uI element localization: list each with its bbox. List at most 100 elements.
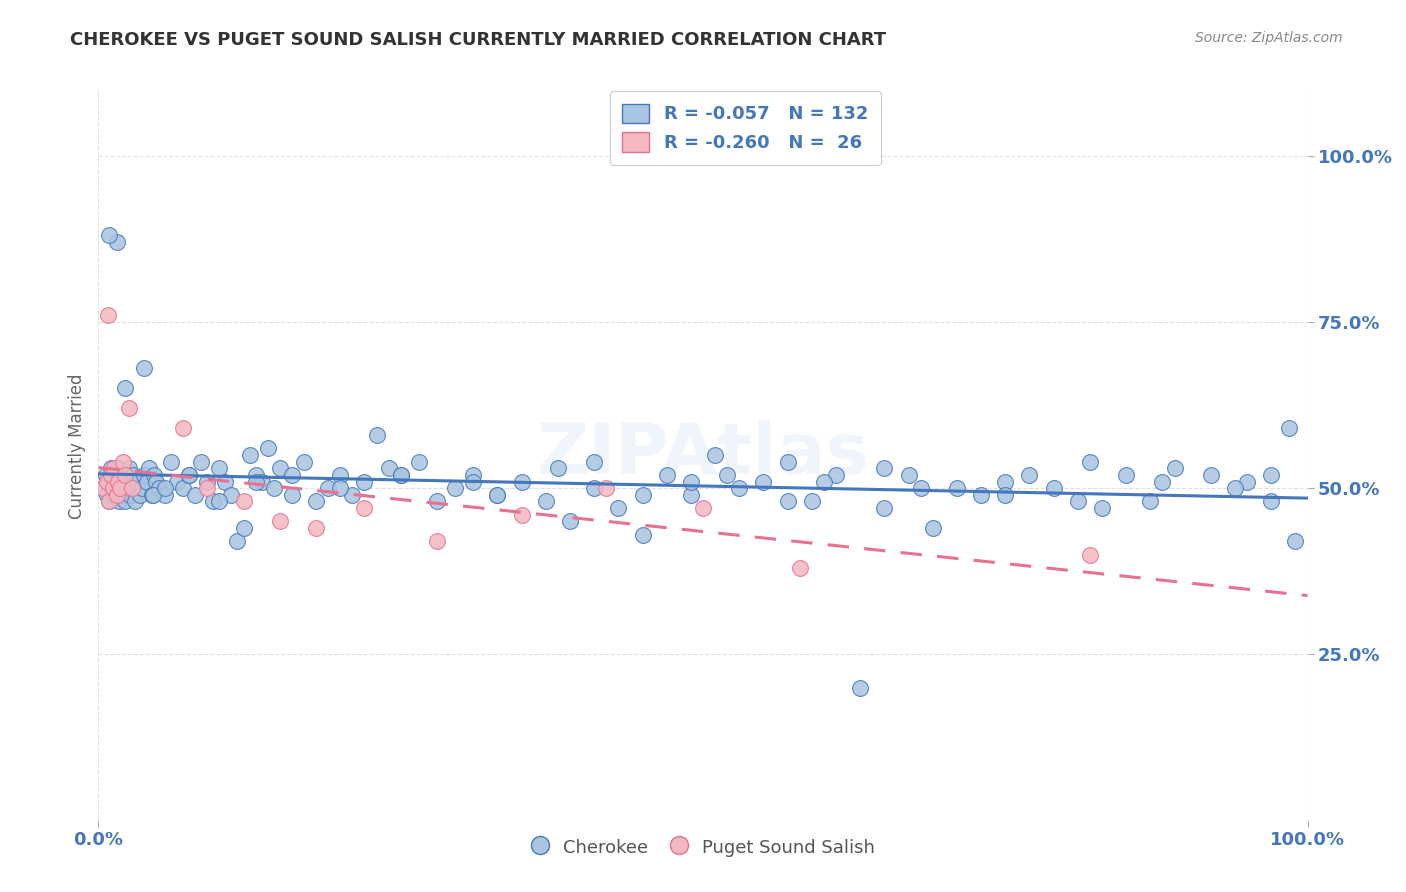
Point bbox=[329, 467, 352, 482]
Point bbox=[120, 475, 142, 489]
Point bbox=[1115, 467, 1137, 482]
Point bbox=[104, 467, 127, 482]
Point bbox=[486, 488, 509, 502]
Point bbox=[91, 481, 114, 495]
Point bbox=[256, 442, 278, 456]
Point bbox=[825, 467, 848, 482]
Point bbox=[105, 481, 128, 495]
Point bbox=[305, 494, 328, 508]
Point bbox=[202, 494, 225, 508]
Point bbox=[91, 481, 114, 495]
Point bbox=[946, 481, 969, 495]
Point bbox=[329, 481, 352, 495]
Point bbox=[128, 488, 150, 502]
Point bbox=[1260, 494, 1282, 508]
Point bbox=[353, 501, 375, 516]
Point bbox=[970, 488, 993, 502]
Point bbox=[1260, 467, 1282, 482]
Point bbox=[142, 488, 165, 502]
Point bbox=[728, 481, 751, 495]
Point bbox=[269, 515, 291, 529]
Point bbox=[408, 454, 430, 468]
Point bbox=[342, 488, 364, 502]
Point bbox=[101, 475, 124, 489]
Point bbox=[305, 521, 328, 535]
Point bbox=[583, 481, 606, 495]
Point bbox=[208, 494, 231, 508]
Point bbox=[100, 461, 122, 475]
Point bbox=[245, 475, 267, 489]
Point bbox=[1163, 461, 1185, 475]
Point bbox=[108, 494, 131, 508]
Point bbox=[389, 467, 412, 482]
Point bbox=[98, 494, 121, 508]
Point bbox=[97, 475, 120, 489]
Point bbox=[239, 448, 262, 462]
Point bbox=[716, 467, 738, 482]
Point bbox=[94, 467, 117, 482]
Point bbox=[115, 475, 138, 489]
Point bbox=[776, 454, 799, 468]
Point bbox=[124, 494, 146, 508]
Point bbox=[800, 494, 823, 508]
Point bbox=[849, 681, 872, 695]
Point bbox=[269, 461, 291, 475]
Point bbox=[114, 494, 136, 508]
Point bbox=[463, 475, 485, 489]
Point bbox=[631, 488, 654, 502]
Point bbox=[100, 467, 122, 482]
Point bbox=[994, 475, 1017, 489]
Point bbox=[426, 534, 449, 549]
Point bbox=[1018, 467, 1040, 482]
Legend: Cherokee, Puget Sound Salish: Cherokee, Puget Sound Salish bbox=[523, 830, 883, 864]
Point bbox=[281, 488, 304, 502]
Point bbox=[263, 481, 285, 495]
Point bbox=[813, 475, 835, 489]
Point bbox=[179, 467, 201, 482]
Point bbox=[179, 467, 201, 482]
Point bbox=[994, 488, 1017, 502]
Point bbox=[692, 501, 714, 516]
Point bbox=[148, 481, 170, 495]
Text: ZIPAtlas: ZIPAtlas bbox=[537, 420, 869, 490]
Point bbox=[172, 421, 194, 435]
Point bbox=[232, 521, 254, 535]
Point bbox=[112, 467, 135, 482]
Point bbox=[921, 521, 943, 535]
Point bbox=[153, 488, 176, 502]
Point bbox=[873, 501, 896, 516]
Point bbox=[1078, 454, 1101, 468]
Point bbox=[107, 461, 129, 475]
Point bbox=[631, 527, 654, 541]
Point bbox=[486, 488, 509, 502]
Point bbox=[114, 381, 136, 395]
Point bbox=[122, 467, 145, 482]
Point bbox=[1152, 475, 1174, 489]
Point bbox=[184, 488, 207, 502]
Point bbox=[118, 488, 141, 502]
Point bbox=[143, 467, 166, 482]
Point bbox=[316, 481, 339, 495]
Point bbox=[208, 461, 231, 475]
Point bbox=[135, 475, 157, 489]
Point bbox=[96, 488, 118, 502]
Point bbox=[873, 461, 896, 475]
Point bbox=[366, 428, 388, 442]
Point bbox=[145, 475, 167, 489]
Point bbox=[679, 488, 702, 502]
Point bbox=[160, 454, 183, 468]
Point bbox=[97, 308, 120, 322]
Point bbox=[595, 481, 617, 495]
Point bbox=[1067, 494, 1090, 508]
Point bbox=[96, 475, 118, 489]
Point bbox=[98, 228, 121, 243]
Point bbox=[114, 467, 136, 482]
Point bbox=[776, 494, 799, 508]
Point bbox=[111, 454, 134, 468]
Point bbox=[245, 467, 267, 482]
Point bbox=[232, 494, 254, 508]
Point bbox=[153, 481, 176, 495]
Point bbox=[1278, 421, 1301, 435]
Point bbox=[98, 494, 121, 508]
Point bbox=[108, 475, 131, 489]
